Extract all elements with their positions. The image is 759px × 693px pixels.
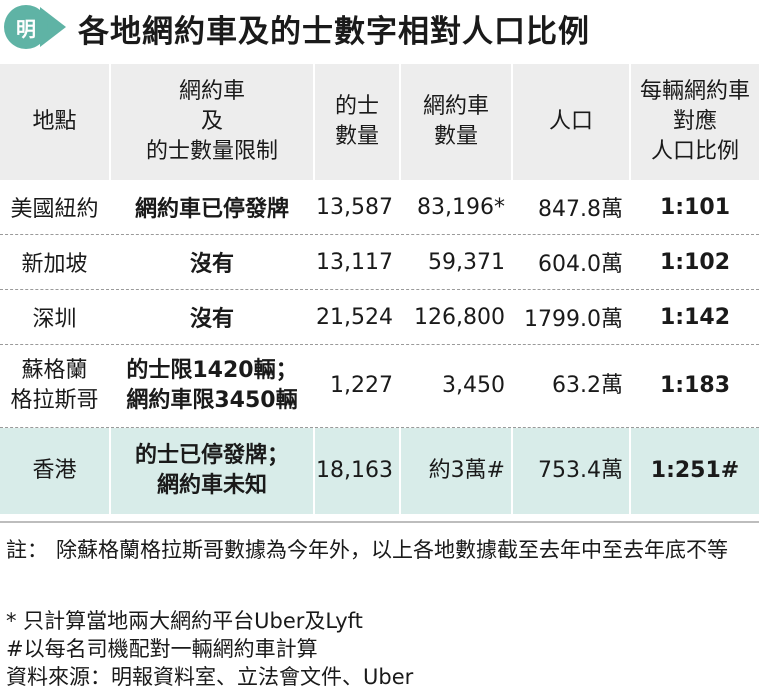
- cell-line: 的士已停發牌；: [134, 443, 289, 468]
- cell-ride-hailing: 59,371: [400, 234, 513, 290]
- cell-limit: 網約車已停發牌: [110, 180, 315, 235]
- cell-limit: 沒有: [110, 234, 315, 290]
- column-header-limit: 網約車 及 的士數量限制: [110, 64, 315, 180]
- header-line: 人口比例: [650, 139, 739, 164]
- header-line: 數量: [433, 124, 478, 149]
- cell-line: 新加坡: [21, 252, 88, 277]
- cell-line: 香港: [32, 458, 77, 483]
- cell-limit: 的士限1420輛； 網約車限3450輛: [110, 344, 315, 428]
- header-line: 及: [200, 109, 223, 134]
- column-header-ratio: 每輛網約車 對應 人口比例: [630, 64, 759, 180]
- page-title: 各地網約車及的士數字相對人口比例: [78, 14, 590, 50]
- footnote-hash: #以每名司機配對一輛網約車計算: [6, 637, 318, 661]
- cell-place: 新加坡: [0, 234, 111, 290]
- cell-population: 1799.0萬: [512, 289, 631, 345]
- cell-place: 深圳: [0, 289, 111, 345]
- cell-place: 美國紐約: [0, 180, 111, 235]
- header-line: 對應: [672, 109, 717, 134]
- cell-line: 格拉斯哥: [10, 388, 99, 413]
- cell-ride-hailing: 約3萬#: [400, 427, 513, 514]
- table-row-singapore: 新加坡 沒有 13,117 59,371 604.0萬 1:102: [0, 234, 759, 290]
- table-row-new-york: 美國紐約 網約車已停發牌 13,587 83,196* 847.8萬 1:101: [0, 180, 759, 235]
- cell-line: 沒有: [189, 307, 234, 332]
- header-line: 的士數量限制: [145, 139, 278, 164]
- cell-line: 網約車已停發牌: [134, 197, 289, 222]
- cell-line: 蘇格蘭: [21, 358, 88, 383]
- header-line: 人口: [548, 109, 593, 134]
- cell-ride-hailing: 126,800: [400, 289, 513, 345]
- header: 明 各地網約車及的士數字相對人口比例: [0, 0, 759, 55]
- column-header-ride-hailing: 網約車 數量: [400, 64, 513, 180]
- cell-population: 753.4萬: [512, 427, 631, 514]
- cell-line: 沒有: [189, 252, 234, 277]
- cell-line: 網約車未知: [156, 473, 267, 498]
- cell-line: 美國紐約: [10, 197, 99, 222]
- cell-taxis: 13,587: [314, 180, 401, 235]
- header-line: 網約車: [422, 94, 489, 119]
- cell-ride-hailing: 83,196*: [400, 180, 513, 235]
- header-line: 數量: [334, 124, 379, 149]
- column-header-place: 地點: [0, 64, 111, 180]
- column-header-taxis: 的士 數量: [314, 64, 401, 180]
- cell-limit: 沒有: [110, 289, 315, 345]
- cell-population: 847.8萬: [512, 180, 631, 235]
- header-line: 每輛網約車: [639, 79, 750, 104]
- cell-line: 的士限1420輛；: [126, 358, 298, 383]
- data-table: 地點 網約車 及 的士數量限制 的士 數量 網約車 數量 人口: [0, 64, 759, 514]
- cell-taxis: 21,524: [314, 289, 401, 345]
- note: 註： 除蘇格蘭格拉斯哥數據為今年外，以上各地數據截至去年中至去年底不等: [6, 535, 756, 565]
- table-row-hong-kong: 香港 的士已停發牌； 網約車未知 18,163 約3萬# 753.4萬 1:25…: [0, 427, 759, 514]
- note-label: 註：: [6, 538, 48, 562]
- cell-line: 網約車限3450輛: [126, 388, 298, 413]
- header-line: 地點: [32, 109, 77, 134]
- cell-ratio: 1:101: [630, 180, 759, 235]
- cell-taxis: 13,117: [314, 234, 401, 290]
- cell-line: 深圳: [32, 307, 77, 332]
- cell-population: 63.2萬: [512, 344, 631, 428]
- cell-taxis: 1,227: [314, 344, 401, 428]
- footnote-star: * 只計算當地兩大網約平台Uber及Lyft: [6, 609, 363, 633]
- cell-place: 蘇格蘭 格拉斯哥: [0, 344, 111, 428]
- cell-population: 604.0萬: [512, 234, 631, 290]
- header-line: 的士: [334, 94, 379, 119]
- cell-limit: 的士已停發牌； 網約車未知: [110, 427, 315, 514]
- note-text: 除蘇格蘭格拉斯哥數據為今年外，以上各地數據截至去年中至去年底不等: [56, 538, 728, 562]
- table-row-glasgow: 蘇格蘭 格拉斯哥 的士限1420輛； 網約車限3450輛 1,227 3,450…: [0, 344, 759, 428]
- column-header-population: 人口: [512, 64, 631, 180]
- cell-taxis: 18,163: [314, 427, 401, 514]
- table-row-shenzhen: 深圳 沒有 21,524 126,800 1799.0萬 1:142: [0, 289, 759, 345]
- cell-ratio: 1:102: [630, 234, 759, 290]
- divider: [0, 521, 759, 523]
- table-header-row: 地點 網約車 及 的士數量限制 的士 數量 網約車 數量 人口: [0, 64, 759, 180]
- cell-ratio: 1:142: [630, 289, 759, 345]
- header-line: 網約車: [178, 79, 245, 104]
- notes: 註： 除蘇格蘭格拉斯哥數據為今年外，以上各地數據截至去年中至去年底不等: [6, 535, 756, 565]
- cell-place: 香港: [0, 427, 111, 514]
- source-credit: 資料來源：明報資料室、立法會文件、Uber: [6, 665, 414, 689]
- cell-ratio: 1:183: [630, 344, 759, 428]
- ming-pao-logo: 明: [4, 5, 48, 49]
- cell-ride-hailing: 3,450: [400, 344, 513, 428]
- cell-ratio: 1:251#: [630, 427, 759, 514]
